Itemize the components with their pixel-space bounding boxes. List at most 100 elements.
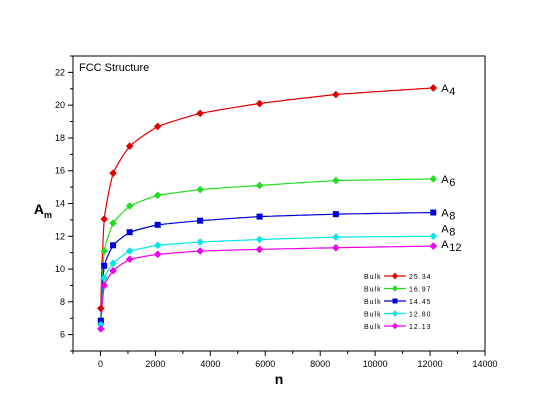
data-point [196,247,204,255]
data-point [332,233,340,241]
legend-name: Bulk [364,299,382,306]
data-point [429,84,438,92]
legend-name: Bulk [364,274,382,281]
y-tick-label: 16 [55,166,65,176]
legend-name: Bulk [364,324,382,331]
data-point [100,215,108,223]
data-point [429,175,438,183]
data-point [153,191,162,200]
data-point [255,245,264,254]
x-tick-label: 0 [98,359,103,369]
data-point [332,243,340,252]
data-point [97,325,105,333]
data-point [429,242,438,250]
data-point [196,185,204,194]
data-point [255,235,264,244]
legend-marker [391,310,399,317]
x-tick-label: 10000 [363,359,388,369]
series-label-base: A [441,208,449,220]
x-tick-label: 14000 [472,359,497,369]
series-label-base: A [441,223,449,235]
data-point [125,255,134,264]
y-tick-label: 6 [60,330,65,340]
data-point [153,122,162,131]
series-label-sub: 12 [449,242,461,254]
data-point [429,232,438,241]
x-tick-label: 4000 [200,359,220,369]
x-tick-label: 6000 [255,359,275,369]
data-point [125,247,134,255]
legend-value: 12.13 [409,324,432,331]
annotation-fcc-structure: FCC Structure [79,62,149,74]
y-axis-title-base: A [34,201,44,217]
data-point [125,202,134,210]
data-point [126,229,133,236]
legend-entry-1: Bulk 25.34 [364,272,431,281]
data-markers [97,84,438,333]
data-point [101,262,108,269]
data-point [332,211,339,218]
series-label-sub: 6 [449,177,455,189]
data-point [153,250,162,259]
x-tick-label: 2000 [145,359,165,369]
data-point [154,221,161,228]
data-point [332,90,340,99]
x-tick-label: 8000 [310,359,330,369]
data-point [100,247,108,255]
data-point [109,169,117,177]
legend-value: 14.45 [409,299,432,306]
legend-marker [392,298,398,304]
fit-curve-series-3 [100,211,434,321]
series-labels: A 4A 6A 8A 8A 12 [441,83,461,254]
axes: 0 2000 4000 6000 8000 10000 12000 14000 6 8 10 12 14… [55,55,498,369]
data-point [255,99,264,108]
y-tick-label: 12 [55,231,65,241]
series-label-sub: 8 [449,211,455,223]
legend-marker [391,285,399,292]
y-tick-label: 20 [55,100,65,110]
data-point [332,176,340,185]
data-point [196,238,204,246]
legend-entry-2: Bulk 16.97 [364,285,431,294]
x-tick-label: 12000 [418,359,443,369]
data-point [255,181,264,190]
series-label-sub: 8 [449,226,455,238]
legend-name: Bulk [364,287,382,294]
data-point [125,142,134,150]
legend-entry-3: Bulk 14.45 [364,298,432,306]
data-point [97,304,105,313]
data-point [109,266,117,275]
series-label-sub: 4 [449,86,455,98]
data-point [100,274,108,282]
y-tick-label: 22 [55,67,65,77]
fit-curves [100,87,434,329]
y-tick-label: 14 [55,199,65,209]
series-label-base: A [441,174,449,186]
y-tick-label: 18 [55,133,65,143]
legend-entry-5: Bulk 12.13 [364,322,432,331]
y-axis-title: A m [34,201,52,220]
y-axis-title-sub: m [44,210,52,220]
data-point [153,241,162,250]
series-label-5: A 12 [441,239,461,254]
data-point [430,209,437,216]
data-point [110,242,117,249]
data-point [109,219,117,227]
legend-marker [391,322,399,330]
data-point [97,320,105,329]
legend-marker [391,272,399,280]
series-label-base: A [441,83,449,95]
legend-entry-4: Bulk 12.80 [364,310,431,319]
data-point [196,109,204,118]
y-tick-label: 10 [55,264,65,274]
data-point [256,213,263,220]
x-axis-title: n [275,371,284,387]
data-point [197,217,204,224]
data-point [97,317,104,324]
